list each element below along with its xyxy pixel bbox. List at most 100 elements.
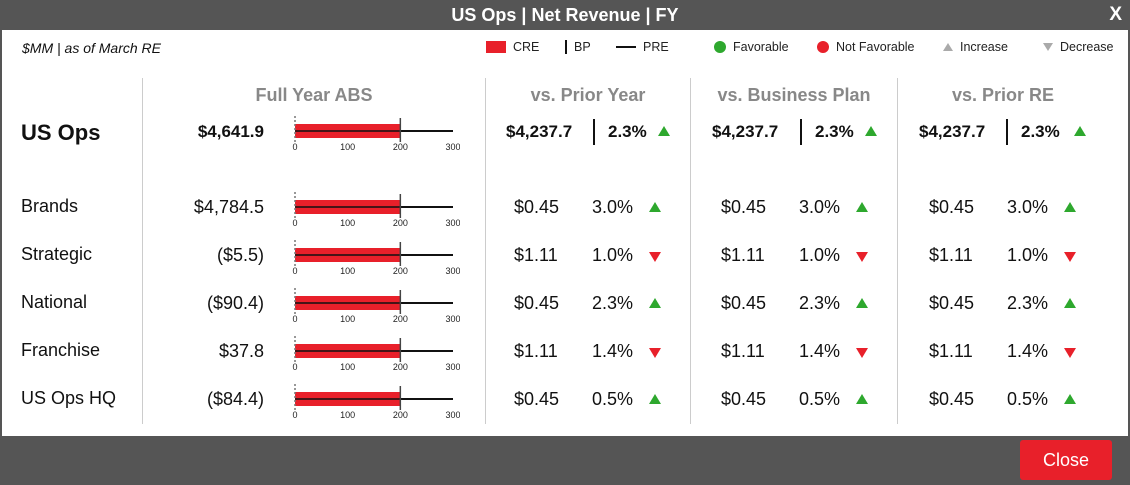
column-divider [897,78,898,424]
prior-year-value: $0.45 [514,197,560,217]
header-prior-year: vs. Prior Year [530,85,646,105]
tick-label: 200 [393,314,408,324]
increase-favorable-icon [649,394,661,404]
business-plan-pct: 2.3% [799,293,841,313]
prior-year-pct: 2.3% [608,122,647,141]
legend-bp-label: BP [574,40,591,54]
tick-label: 100 [340,362,355,372]
decrease-unfavorable-icon [856,252,868,262]
legend-pre-label: PRE [643,40,669,54]
decrease-unfavorable-icon [649,348,661,358]
legend-decrease-label: Decrease [1060,40,1114,54]
tick-label: 300 [445,362,460,372]
legend-not-favorable-label: Not Favorable [836,40,915,54]
tick-label: 100 [340,314,355,324]
row-label: Franchise [21,340,101,360]
bullet-chart-svg: 0 100 200 300 [292,384,461,420]
tick-label: 0 [292,410,297,420]
tick-label: 300 [445,266,460,276]
prior-re-value: $1.11 [929,341,973,361]
bp-marker-icon [565,40,567,54]
prior-re-pct: 2.3% [1007,293,1049,313]
legend-favorable-label: Favorable [733,40,789,54]
business-plan-value: $0.45 [721,293,767,313]
header-business-plan: vs. Business Plan [717,85,871,105]
row-label: US Ops HQ [21,388,117,408]
tick-label: 0 [292,142,297,152]
tick-label: 0 [292,362,297,372]
header-full-year-abs: Full Year ABS [255,85,373,105]
modal-title-bar: US Ops | Net Revenue | FY X [0,0,1130,30]
legend-increase: Increase [943,40,1008,54]
decrease-unfavorable-icon [1064,252,1076,262]
bullet-chart-svg: 0 100 200 300 [292,288,461,324]
business-plan-value: $0.45 [721,389,767,409]
legend-not-favorable: Not Favorable [817,40,915,54]
prior-year-value: $4,237.7 [506,122,573,141]
legend-pre: PRE [616,40,669,54]
close-button[interactable]: Close [1020,440,1112,480]
bullet-chart: 0 100 200 300 [290,334,461,372]
increase-favorable-icon [856,298,868,308]
tick-label: 200 [393,266,408,276]
legend-bp: BP [565,40,591,54]
decrease-unfavorable-icon [856,348,868,358]
row-abs-value: ($5.5) [216,245,264,265]
value-separator [593,119,595,145]
column-divider [690,78,691,424]
bullet-chart: 0 100 200 300 [290,382,461,420]
increase-favorable-icon [856,394,868,404]
prior-re-value: $0.45 [929,197,975,217]
column-divider [485,78,486,424]
bullet-chart-svg: 0 100 200 300 [292,240,461,276]
prior-re-pct: 1.0% [1007,245,1049,265]
row-abs-value: ($84.4) [206,389,264,409]
prior-year-value: $0.45 [514,293,560,313]
tick-label: 100 [340,142,355,152]
increase-favorable-icon [1064,202,1076,212]
row-label: US Ops [21,120,101,145]
close-icon[interactable]: X [1109,4,1122,25]
increase-favorable-icon [649,202,661,212]
legend-increase-label: Increase [960,40,1008,54]
legend-decrease: Decrease [1043,40,1114,54]
prior-re-value: $0.45 [929,389,975,409]
increase-favorable-icon [1064,394,1076,404]
tick-label: 0 [292,266,297,276]
legend-cre: CRE [486,40,539,54]
pre-line-icon [616,46,636,48]
prior-re-value: $1.11 [929,245,973,265]
increase-favorable-icon [1064,298,1076,308]
row-label: Strategic [21,244,93,264]
tick-label: 300 [445,314,460,324]
row-label: National [21,292,88,312]
prior-year-value: $1.11 [514,245,558,265]
business-plan-value: $1.11 [721,245,765,265]
not-favorable-dot-icon [817,41,829,53]
row-label: Brands [21,196,79,216]
business-plan-pct: 1.4% [799,341,841,361]
prior-year-value: $1.11 [514,341,558,361]
prior-year-value: $0.45 [514,389,560,409]
bullet-chart: 0 100 200 300 [290,114,461,152]
prior-re-value: $4,237.7 [919,122,986,141]
bullet-chart: 0 100 200 300 [290,286,461,324]
tick-label: 100 [340,410,355,420]
increase-favorable-icon [1074,126,1086,136]
tick-label: 200 [393,142,408,152]
tick-label: 100 [340,218,355,228]
prior-re-value: $0.45 [929,293,975,313]
business-plan-value: $1.11 [721,341,765,361]
increase-favorable-icon [856,202,868,212]
row-abs-value: $4,641.9 [197,122,264,141]
business-plan-pct: 3.0% [799,197,841,217]
cre-swatch [486,41,506,53]
business-plan-value: $4,237.7 [712,122,779,141]
modal-footer: Close [0,436,1130,485]
tick-label: 300 [445,142,460,152]
prior-re-pct: 1.4% [1007,341,1049,361]
tick-label: 100 [340,266,355,276]
decrease-unfavorable-icon [649,252,661,262]
row-abs-value: $4,784.5 [193,197,264,217]
legend-cre-label: CRE [513,40,540,54]
